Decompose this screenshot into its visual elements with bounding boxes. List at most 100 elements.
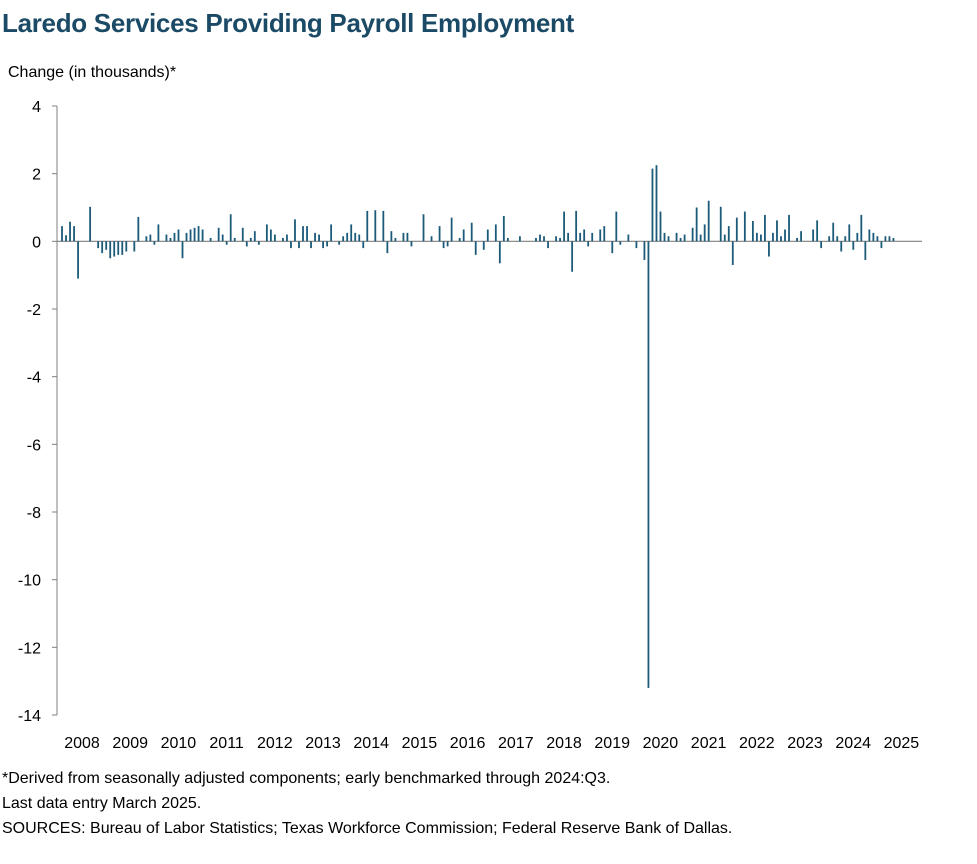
bar <box>599 229 602 242</box>
bar <box>723 234 726 242</box>
bar <box>442 241 445 249</box>
bar <box>458 237 461 242</box>
bar <box>659 211 662 242</box>
bar <box>145 236 148 242</box>
bar <box>772 232 774 242</box>
x-tick-label: 2017 <box>498 735 534 752</box>
bar <box>575 210 578 242</box>
bar <box>743 211 746 242</box>
x-tick-label: 2022 <box>739 735 775 752</box>
bar <box>69 221 71 242</box>
bar <box>362 241 365 249</box>
x-tick-label: 2020 <box>643 735 679 752</box>
bar <box>181 241 184 259</box>
bar <box>318 234 320 242</box>
bar <box>97 241 100 249</box>
bar <box>165 234 168 242</box>
x-tick-label: 2016 <box>450 735 486 752</box>
bar <box>760 234 762 242</box>
bar <box>386 241 389 254</box>
bar <box>366 210 369 242</box>
bar <box>663 232 666 242</box>
bar <box>77 241 79 279</box>
bar <box>189 229 192 242</box>
bar <box>856 232 859 242</box>
bar <box>868 229 871 242</box>
bar <box>125 241 128 252</box>
bar <box>358 234 361 242</box>
bar <box>848 224 851 242</box>
bar <box>864 241 867 260</box>
bar <box>828 236 831 242</box>
x-tick-label: 2023 <box>787 735 823 752</box>
y-tick-label: 0 <box>32 234 41 251</box>
bar <box>406 232 409 242</box>
bar <box>282 237 284 242</box>
bar <box>655 165 658 242</box>
bar <box>707 200 710 242</box>
x-tick-label: 2008 <box>64 735 100 752</box>
y-tick-label: -2 <box>27 302 41 319</box>
y-tick-label: 4 <box>32 99 41 116</box>
x-tick-label: 2010 <box>161 735 197 752</box>
bar <box>571 241 574 272</box>
bar <box>101 241 104 254</box>
bar <box>788 214 790 242</box>
x-tick-label: 2012 <box>257 735 293 752</box>
bar <box>113 241 116 257</box>
bar <box>679 237 682 242</box>
bar <box>800 231 802 242</box>
bar <box>314 232 316 242</box>
bar <box>764 214 766 242</box>
footnote-sources: SOURCES: Bureau of Labor Statistics; Tex… <box>2 820 733 837</box>
bar <box>342 236 345 242</box>
bar <box>322 241 324 249</box>
y-tick-label: -12 <box>18 640 41 657</box>
bar <box>294 219 296 242</box>
bar <box>354 232 357 242</box>
bar <box>410 241 413 247</box>
bar <box>555 236 557 242</box>
bar <box>350 224 353 242</box>
bar <box>486 229 489 242</box>
footnote-last-entry: Last data entry March 2025. <box>2 795 202 812</box>
bar <box>193 227 196 242</box>
x-tick-label: 2024 <box>835 735 871 752</box>
x-tick-label: 2015 <box>402 735 438 752</box>
bar <box>579 232 582 242</box>
bar <box>719 206 722 242</box>
bar <box>229 214 232 242</box>
bar <box>121 241 124 255</box>
bar <box>812 229 815 242</box>
bar <box>265 224 268 242</box>
bar <box>185 232 188 242</box>
y-tick-label: -4 <box>27 370 41 387</box>
bar <box>695 207 698 242</box>
bar <box>506 237 509 242</box>
bar <box>390 231 393 242</box>
chart-title: Laredo Services Providing Payroll Employ… <box>2 8 574 38</box>
bar <box>832 222 835 242</box>
x-tick-label: 2019 <box>594 735 630 752</box>
bar <box>330 224 333 242</box>
bar <box>519 236 521 242</box>
bar <box>382 210 385 242</box>
bar <box>683 234 686 242</box>
bar <box>245 241 248 247</box>
bar <box>840 241 843 252</box>
bar <box>876 236 879 242</box>
bar <box>603 226 606 242</box>
bar <box>675 232 678 242</box>
bar <box>699 234 702 242</box>
bar <box>591 232 594 242</box>
x-tick-label: 2021 <box>691 735 727 752</box>
bar <box>731 241 734 266</box>
bar <box>543 236 545 242</box>
bar <box>691 227 694 242</box>
bar <box>105 241 108 250</box>
bar <box>225 241 228 245</box>
bar <box>326 241 329 247</box>
bar <box>852 241 855 250</box>
bar <box>635 241 638 249</box>
bar <box>498 241 501 264</box>
